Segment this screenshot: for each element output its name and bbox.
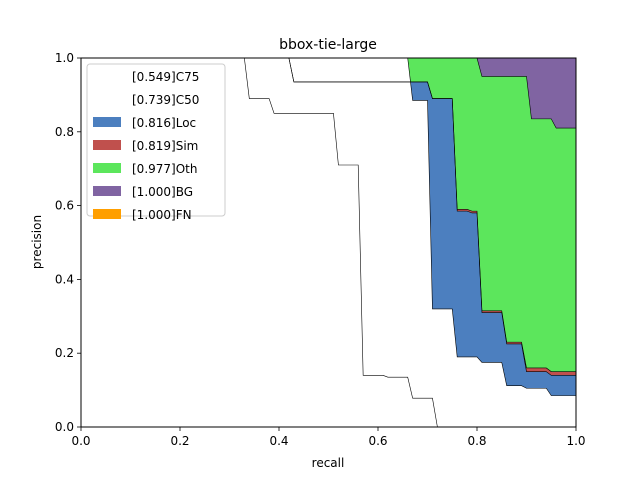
y-tick-label: 0.0 [55, 420, 74, 434]
legend-swatch [93, 71, 121, 81]
legend-swatch [93, 209, 121, 219]
legend-entry: [0.819]Sim [132, 139, 198, 153]
legend-swatch [93, 117, 121, 127]
y-tick-label: 0.6 [55, 199, 74, 213]
legend-swatch [93, 163, 121, 173]
y-axis-ticks: 0.0 0.2 0.4 0.6 0.8 1.0 [55, 51, 81, 434]
legend-entry: [1.000]BG [132, 185, 193, 199]
legend-swatch [93, 94, 121, 104]
legend: [0.549]C75 [0.739]C50 [0.816]Loc [0.819]Sim… [86, 63, 226, 222]
line--0-977-oth [81, 57, 576, 129]
line--0-739-c50 [81, 57, 576, 396]
chart-title: bbox-tie-large [279, 37, 377, 53]
plot-frame [80, 57, 577, 428]
x-tick-label: 0.8 [467, 434, 486, 448]
x-tick-label: 0.2 [170, 434, 189, 448]
legend-box [86, 63, 226, 217]
y-tick-label: 0.8 [55, 125, 74, 139]
x-tick-label: 0.0 [71, 434, 90, 448]
x-tick-label: 1.0 [566, 434, 585, 448]
line--0-816-loc [81, 57, 576, 376]
y-tick-label: 0.4 [55, 272, 74, 286]
legend-entry: [1.000]FN [132, 208, 192, 222]
x-tick-label: 0.6 [368, 434, 387, 448]
legend-entry: [0.739]C50 [132, 93, 199, 107]
line--0-549-c75 [81, 57, 576, 428]
y-tick-label: 0.2 [55, 346, 74, 360]
legend-swatch [93, 140, 121, 150]
x-axis-ticks: 0.0 0.2 0.4 0.6 0.8 1.0 [71, 427, 586, 448]
y-tick-label: 1.0 [55, 51, 74, 65]
legend-entry: [0.816]Loc [132, 116, 196, 130]
legend-swatch [93, 186, 121, 196]
y-axis-label: precision [30, 215, 44, 269]
legend-entry: [0.549]C75 [132, 70, 199, 84]
legend-entry: [0.977]Oth [132, 162, 197, 176]
x-tick-label: 0.4 [269, 434, 288, 448]
x-axis-label: recall [312, 456, 345, 470]
